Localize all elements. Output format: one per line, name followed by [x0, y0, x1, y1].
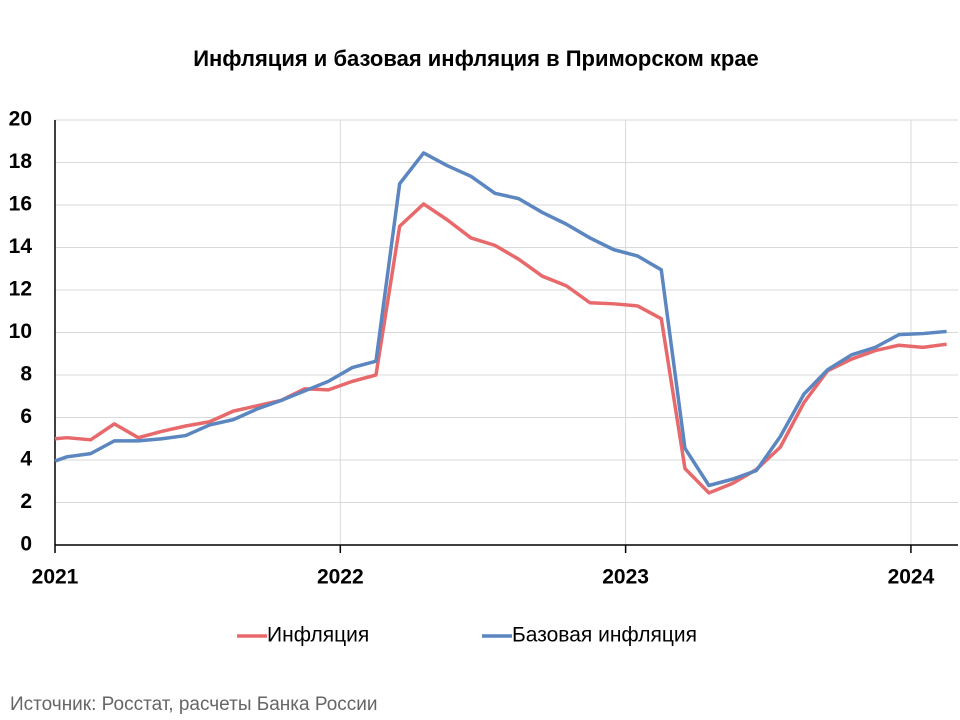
- y-tick-label: 4: [20, 448, 32, 471]
- chart-title: Инфляция и базовая инфляция в Приморском…: [193, 46, 759, 71]
- x-tick-label: 2022: [317, 566, 364, 589]
- x-tick-label: 2021: [32, 566, 79, 589]
- y-tick-label: 10: [9, 320, 32, 343]
- y-tick-label: 18: [9, 150, 33, 173]
- y-tick-label: 2: [20, 490, 32, 513]
- y-tick-label: 12: [9, 278, 32, 301]
- legend-label: Базовая инфляция: [512, 624, 697, 647]
- legend-label: Инфляция: [267, 624, 369, 647]
- y-tick-label: 6: [20, 405, 32, 428]
- series-line: [54, 202, 947, 495]
- y-tick-label: 14: [9, 235, 33, 258]
- series-line: [54, 151, 947, 488]
- y-tick-label: 16: [9, 193, 32, 216]
- y-tick-label: 0: [20, 533, 32, 556]
- y-tick-label: 20: [9, 108, 32, 131]
- source-note: Источник: Росстат, расчеты Банка России: [10, 694, 378, 715]
- x-tick-label: 2024: [888, 566, 935, 589]
- y-tick-label: 8: [20, 363, 32, 386]
- x-tick-label: 2023: [602, 566, 649, 589]
